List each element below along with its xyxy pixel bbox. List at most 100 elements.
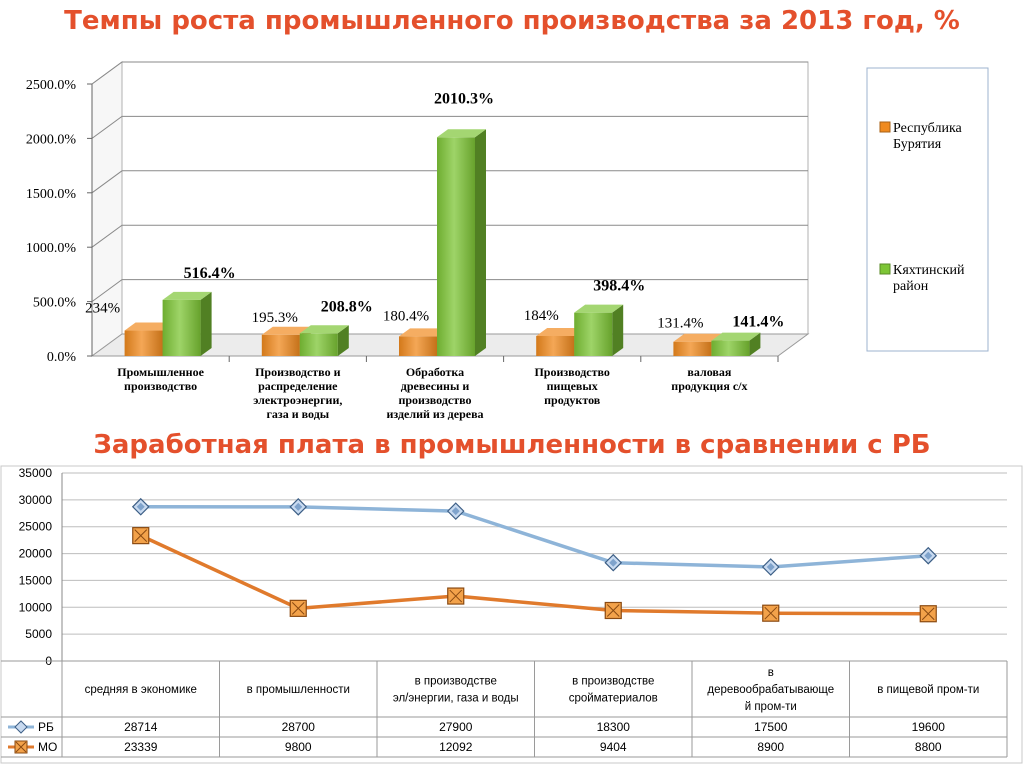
x-category-label: продукция с/х xyxy=(671,379,747,393)
series-name: МО xyxy=(38,740,57,754)
table-header-label: в производстве xyxy=(415,676,497,688)
square-marker-x xyxy=(606,604,620,617)
bar-top xyxy=(124,322,174,331)
data-label: 184% xyxy=(524,308,559,324)
table-cell: 28714 xyxy=(124,720,158,734)
table-header-label: в производстве xyxy=(572,676,654,688)
x-category-label: распределение xyxy=(258,379,338,393)
bar xyxy=(711,332,761,356)
diamond-marker-inner xyxy=(766,563,775,571)
chart-frame xyxy=(0,465,1023,764)
y-tick-label: 2000.0% xyxy=(26,132,77,147)
bar-top xyxy=(399,328,448,337)
table-cell: 8900 xyxy=(757,740,784,754)
bar-front xyxy=(437,137,475,356)
chart-title-growth: Темпы роста промышленного производства з… xyxy=(64,6,960,36)
square-marker-x xyxy=(291,602,305,615)
diamond-marker-inner xyxy=(924,551,933,560)
square-marker-x xyxy=(921,607,935,621)
table-cell: 17500 xyxy=(754,720,788,734)
table-cell: 27900 xyxy=(439,720,473,734)
square-marker-x xyxy=(134,529,148,542)
table-cell: 28700 xyxy=(282,720,316,734)
y-tick-label: 500.0% xyxy=(33,296,77,311)
bar-front xyxy=(261,334,300,356)
bar-top xyxy=(536,327,586,336)
bar-front xyxy=(162,299,201,356)
data-point-marker xyxy=(132,527,150,545)
y-tick-label: 25000 xyxy=(19,520,53,534)
y-tick-label: 20000 xyxy=(19,547,53,561)
data-point-marker xyxy=(919,605,937,623)
bar-front xyxy=(711,340,750,356)
y-tick-label: 5000 xyxy=(25,627,52,641)
diamond-marker-inner xyxy=(136,502,145,511)
table-cell: 19600 xyxy=(912,720,946,734)
x-category-label: Производство xyxy=(534,365,610,379)
bar-front xyxy=(124,330,163,356)
bar xyxy=(162,291,212,356)
table-header-label: деревообрабатывающе xyxy=(707,684,834,696)
data-point-marker xyxy=(289,497,308,516)
square-marker-x xyxy=(449,589,463,603)
x-category-label: изделий из дерева xyxy=(386,407,483,421)
bar-side xyxy=(337,325,349,356)
y-tick-label: 1000.0% xyxy=(26,241,77,256)
data-label: 234% xyxy=(85,301,120,317)
growth-bar-chart: 0.0% 500.0% 1000.0% 1500.0% 2000.0% 2500.0% 23… xyxy=(26,61,989,421)
gridline xyxy=(91,170,808,194)
gridline xyxy=(91,61,808,85)
data-label: 180.4% xyxy=(383,308,429,324)
bar-side xyxy=(749,332,761,356)
y-tick-label: 0.0% xyxy=(47,350,77,365)
x-category-label: Промышленное xyxy=(117,365,204,379)
table-cell: 9404 xyxy=(600,740,627,754)
y-tick-label: 15000 xyxy=(19,573,53,587)
bar-side xyxy=(475,129,486,356)
table-cell: 12092 xyxy=(439,740,473,754)
table-header-label: сройматериалов xyxy=(569,693,658,705)
data-point-marker xyxy=(604,601,622,620)
y-tick-label: 1500.0% xyxy=(26,187,77,202)
legend-label: Бурятия xyxy=(893,137,942,152)
bar-front xyxy=(299,333,338,356)
x-category-label: производство xyxy=(398,393,471,407)
x-category-label: Обработка xyxy=(406,365,464,379)
bar-top xyxy=(574,304,624,313)
gridline xyxy=(91,279,808,303)
x-category-label: валовая xyxy=(687,365,732,379)
diamond-marker-inner xyxy=(451,507,460,516)
x-category-label: продуктов xyxy=(544,393,601,407)
legend-swatch xyxy=(879,121,891,133)
table-header-label: й пром-ти xyxy=(745,701,797,713)
data-point-marker xyxy=(604,553,623,572)
bar-front xyxy=(673,341,712,356)
x-category-label: газа и воды xyxy=(266,407,329,421)
square-marker-x xyxy=(764,606,778,620)
bar xyxy=(574,304,624,356)
x-category-label: древесины и xyxy=(401,379,470,393)
x-category-label: Производство и xyxy=(255,365,340,379)
series-name: РБ xyxy=(38,720,54,734)
x-category-label: производство xyxy=(124,379,197,393)
y-tick-label: 30000 xyxy=(19,493,53,507)
y-tick-label: 2500.0% xyxy=(26,78,77,93)
legend-label: Республика xyxy=(893,121,963,136)
legend-key-marker xyxy=(14,720,28,734)
bar-top xyxy=(437,129,486,138)
bar-side xyxy=(612,304,624,356)
chart-title-salary: Заработная плата в промышленности в срав… xyxy=(93,430,931,460)
bar-top xyxy=(261,326,311,335)
gridline xyxy=(91,224,808,248)
data-point-marker xyxy=(447,587,465,605)
data-point-marker xyxy=(131,497,150,516)
table-cell: 9800 xyxy=(285,740,312,754)
data-point-marker xyxy=(289,599,307,617)
diamond-marker-inner xyxy=(609,558,618,567)
table-cell: 18300 xyxy=(597,720,631,734)
x-category-label: пищевых xyxy=(547,379,598,393)
data-label: 141.4% xyxy=(732,314,784,331)
data-label: 208.8% xyxy=(321,298,373,315)
data-point-marker xyxy=(446,502,465,520)
gridline xyxy=(91,115,808,139)
